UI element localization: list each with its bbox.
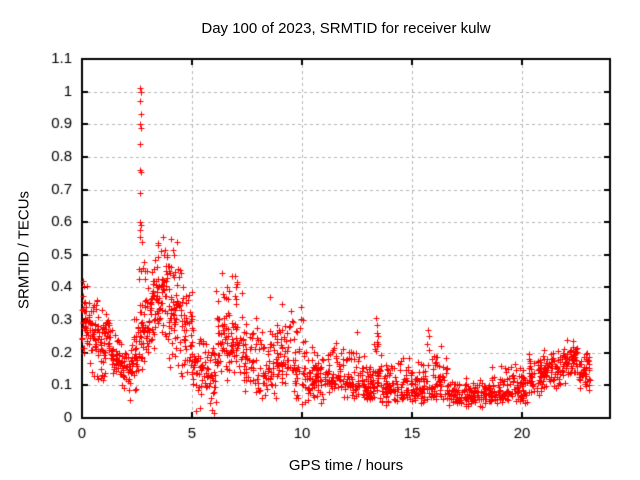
y-axis-label: SRMTID / TECUs bbox=[15, 190, 33, 310]
chart-title: Day 100 of 2023, SRMTID for receiver kul… bbox=[201, 20, 491, 37]
x-axis-label: GPS time / hours bbox=[288, 457, 404, 474]
